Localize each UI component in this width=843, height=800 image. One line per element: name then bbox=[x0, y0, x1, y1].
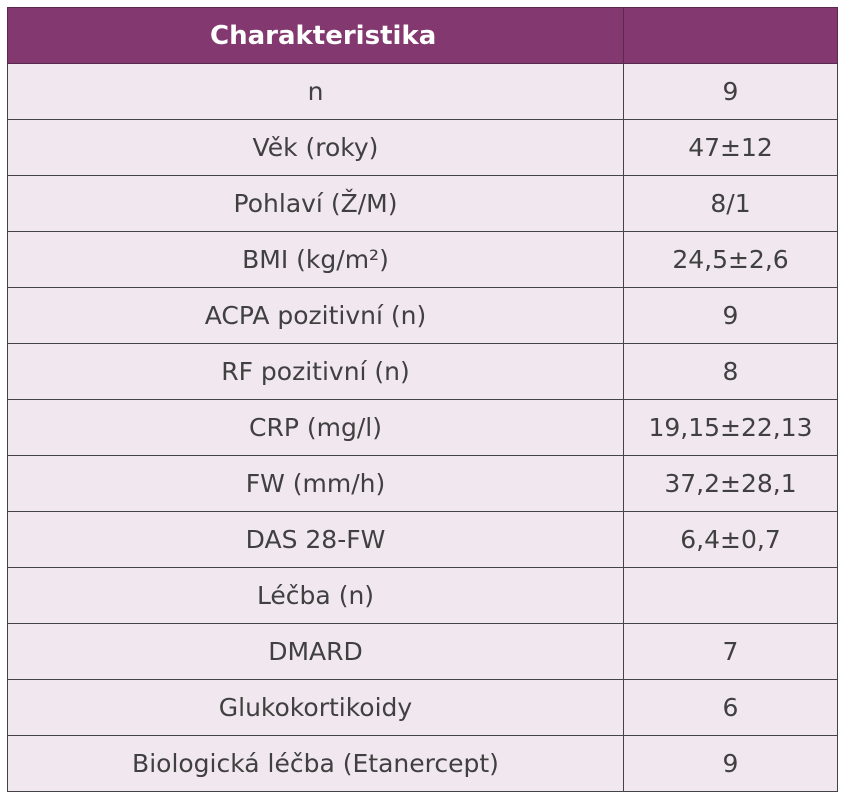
row-value: 24,5±2,6 bbox=[623, 231, 838, 288]
row-value: 6 bbox=[623, 679, 838, 736]
row-label: Věk (roky) bbox=[7, 119, 624, 176]
row-label: Pohlaví (Ž/M) bbox=[7, 175, 624, 232]
table-row: DMARD 7 bbox=[7, 623, 838, 680]
table-row: Pohlaví (Ž/M) 8/1 bbox=[7, 175, 838, 232]
table-body: n 9 Věk (roky) 47±12 Pohlaví (Ž/M) 8/1 BMI (kg… bbox=[7, 63, 838, 792]
table-row: RF pozitivní (n) 8 bbox=[7, 343, 838, 400]
table-row: BMI (kg/m²) 24,5±2,6 bbox=[7, 231, 838, 288]
row-value: 7 bbox=[623, 623, 838, 680]
row-label: Glukokortikoidy bbox=[7, 679, 624, 736]
table-row: CRP (mg/l) 19,15±22,13 bbox=[7, 399, 838, 456]
header-value bbox=[623, 7, 838, 64]
table-header-row: Charakteristika bbox=[7, 7, 838, 64]
row-label: ACPA pozitivní (n) bbox=[7, 287, 624, 344]
table-row: Věk (roky) 47±12 bbox=[7, 119, 838, 176]
table-row: ACPA pozitivní (n) 9 bbox=[7, 287, 838, 344]
row-value: 9 bbox=[623, 287, 838, 344]
row-value: 8 bbox=[623, 343, 838, 400]
header-characteristic: Charakteristika bbox=[7, 7, 624, 64]
row-label: BMI (kg/m²) bbox=[7, 231, 624, 288]
row-value: 37,2±28,1 bbox=[623, 455, 838, 512]
table-row: Biologická léčba (Etanercept) 9 bbox=[7, 735, 838, 792]
table-row: Léčba (n) bbox=[7, 567, 838, 624]
table-row: DAS 28-FW 6,4±0,7 bbox=[7, 511, 838, 568]
table-row: FW (mm/h) 37,2±28,1 bbox=[7, 455, 838, 512]
row-label: CRP (mg/l) bbox=[7, 399, 624, 456]
row-label: DAS 28-FW bbox=[7, 511, 624, 568]
row-label: Biologická léčba (Etanercept) bbox=[7, 735, 624, 792]
row-value: 47±12 bbox=[623, 119, 838, 176]
row-label: FW (mm/h) bbox=[7, 455, 624, 512]
row-label: n bbox=[7, 63, 624, 120]
row-label: RF pozitivní (n) bbox=[7, 343, 624, 400]
row-label: DMARD bbox=[7, 623, 624, 680]
characteristics-table: Charakteristika n 9 Věk (roky) 47±12 Pohlaví… bbox=[7, 7, 838, 792]
row-value: 8/1 bbox=[623, 175, 838, 232]
row-value: 6,4±0,7 bbox=[623, 511, 838, 568]
row-value: 19,15±22,13 bbox=[623, 399, 838, 456]
row-value bbox=[623, 567, 838, 624]
row-label: Léčba (n) bbox=[7, 567, 624, 624]
table-row: Glukokortikoidy 6 bbox=[7, 679, 838, 736]
row-value: 9 bbox=[623, 735, 838, 792]
row-value: 9 bbox=[623, 63, 838, 120]
